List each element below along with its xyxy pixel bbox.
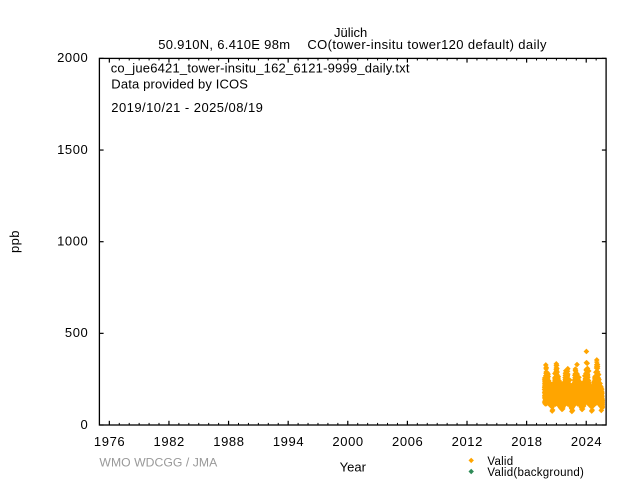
svg-text:CO(tower-insitu tower120 defau: CO(tower-insitu tower120 default) daily	[307, 37, 547, 52]
svg-text:2006: 2006	[392, 434, 423, 449]
svg-text:Jülich: Jülich	[334, 25, 367, 40]
svg-text:ppb: ppb	[7, 230, 22, 253]
svg-text:1500: 1500	[57, 142, 88, 157]
svg-text:50.910N, 6.410E 98m: 50.910N, 6.410E 98m	[158, 37, 290, 52]
svg-text:2012: 2012	[452, 434, 483, 449]
svg-text:1988: 1988	[213, 434, 244, 449]
svg-text:1000: 1000	[57, 234, 88, 249]
svg-text:Valid(background): Valid(background)	[487, 467, 584, 479]
svg-text:2019/10/21 - 2025/08/19: 2019/10/21 - 2025/08/19	[111, 100, 263, 115]
svg-text:2000: 2000	[332, 434, 363, 449]
svg-text:2018: 2018	[511, 434, 542, 449]
svg-text:2000: 2000	[57, 50, 88, 65]
svg-text:Year: Year	[340, 459, 367, 474]
svg-text:1982: 1982	[154, 434, 185, 449]
svg-text:2024: 2024	[571, 434, 602, 449]
svg-text:1976: 1976	[94, 434, 125, 449]
svg-text:500: 500	[65, 325, 89, 340]
svg-text:Valid: Valid	[487, 456, 513, 468]
svg-text:1994: 1994	[273, 434, 304, 449]
svg-text:co_jue6421_tower-insitu_162_61: co_jue6421_tower-insitu_162_6121-9999_da…	[111, 61, 410, 76]
svg-text:0: 0	[81, 417, 89, 432]
svg-text:WMO WDCGG / JMA: WMO WDCGG / JMA	[99, 456, 218, 470]
svg-text:Data provided by ICOS: Data provided by ICOS	[111, 76, 248, 91]
